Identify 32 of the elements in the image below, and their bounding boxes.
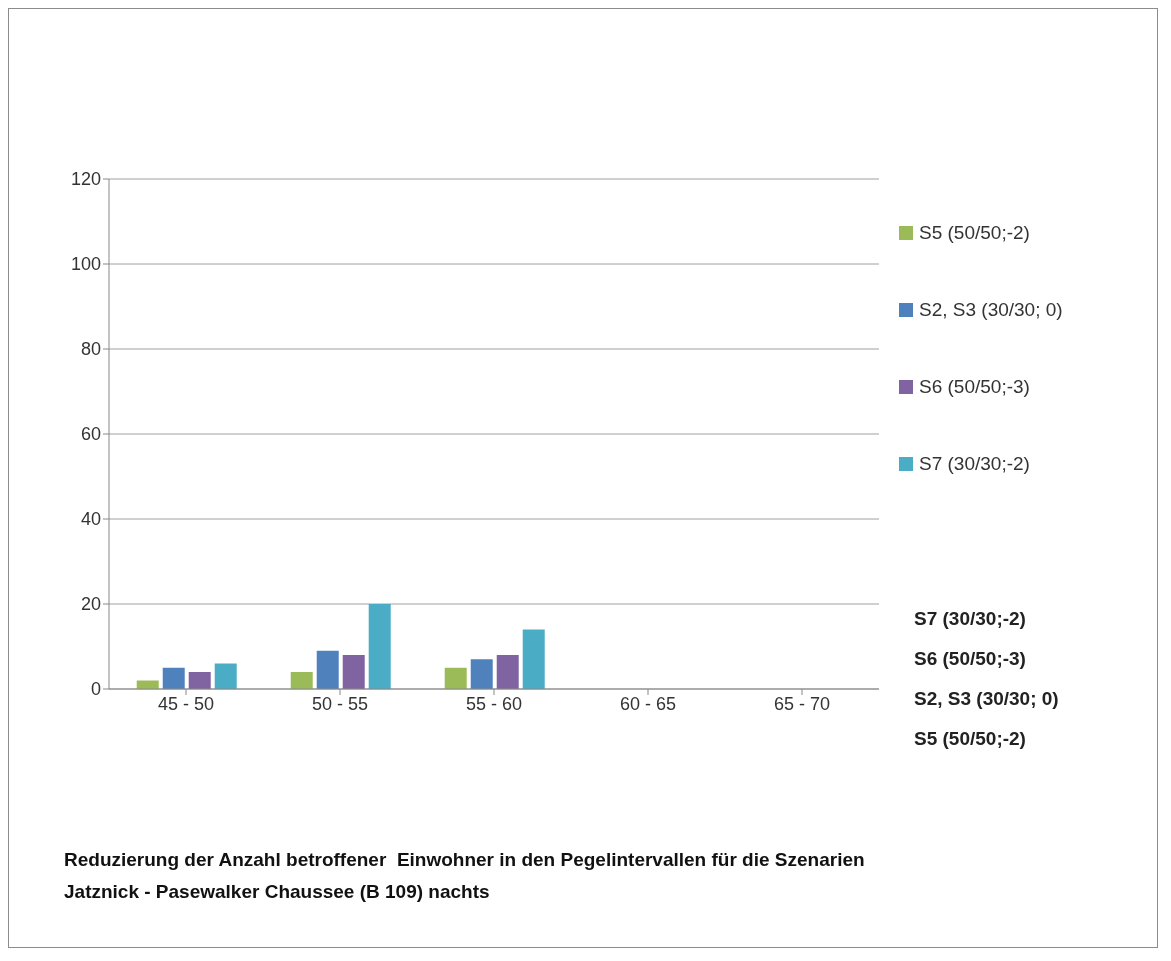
bar xyxy=(342,655,365,689)
x-tick-label: 55 - 60 xyxy=(465,693,523,714)
y-tick-label: 0 xyxy=(90,679,101,700)
bar xyxy=(368,604,391,689)
x-tick-label: 65 - 70 xyxy=(773,693,831,714)
bar xyxy=(162,667,185,689)
y-tick-label: 60 xyxy=(80,424,101,445)
bar xyxy=(214,663,237,689)
x-tick-label: 60 - 65 xyxy=(619,693,677,714)
bar xyxy=(188,672,211,689)
text: S5 (50/50;-2) xyxy=(914,728,1026,749)
legend-label: S6 (50/50;-3) xyxy=(919,375,1030,398)
bar xyxy=(470,659,493,689)
bar xyxy=(290,672,313,689)
text: S7 (30/30;-2) xyxy=(914,608,1026,629)
y-tick-label: 80 xyxy=(80,339,101,360)
bar xyxy=(496,655,519,689)
bar xyxy=(316,650,339,689)
y-tick-label: 120 xyxy=(70,169,101,190)
legend-label: S7 (30/30;-2) xyxy=(919,452,1030,475)
y-tick-label: 20 xyxy=(80,594,101,615)
x-tick-label: 50 - 55 xyxy=(311,693,369,714)
text: Reduzierung der Anzahl betroffener Einwohner in den Pegelintervallen für die Szenarien Jatznick - Pasewalker Chaussee (B 109) nachts xyxy=(64,848,865,904)
text: S6 (50/50;-3) xyxy=(914,648,1026,669)
y-tick-label: 100 xyxy=(70,254,101,275)
legend-label: S2, S3 (30/30; 0) xyxy=(919,298,1063,321)
bar xyxy=(522,629,545,689)
legend-label: S5 (50/50;-2) xyxy=(919,221,1030,244)
y-tick-label: 40 xyxy=(80,509,101,530)
bar xyxy=(444,667,467,689)
text: S2, S3 (30/30; 0) xyxy=(914,688,1059,709)
x-tick-label: 45 - 50 xyxy=(157,693,215,714)
